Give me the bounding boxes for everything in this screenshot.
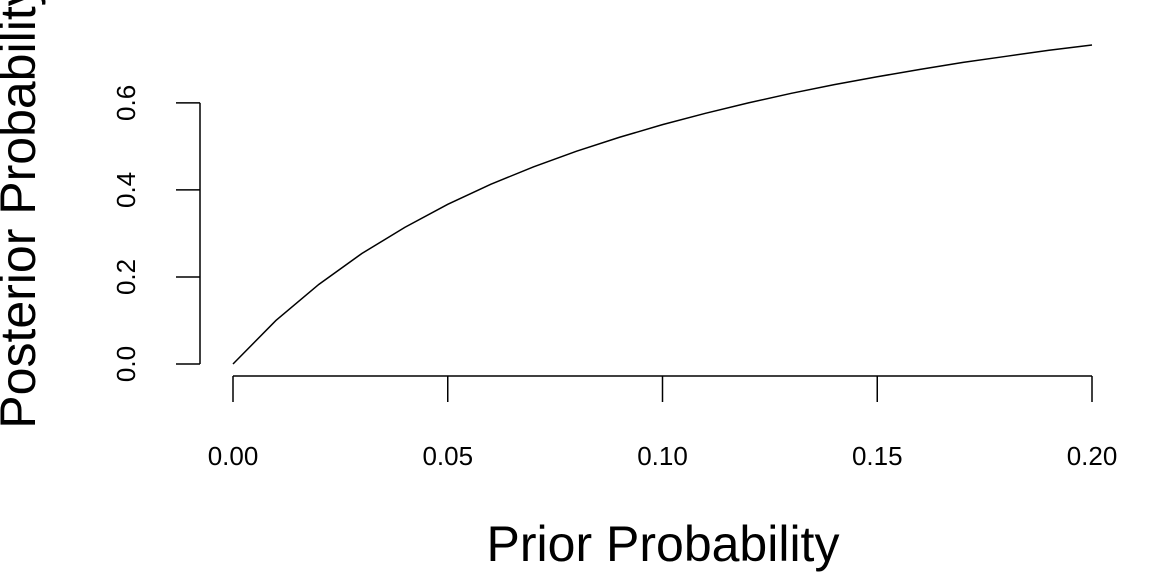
x-axis-title: Prior Probability (487, 516, 840, 572)
x-tick-label: 0.05 (422, 441, 473, 471)
x-tick-label: 0.00 (208, 441, 259, 471)
y-tick-label: 0.4 (111, 172, 141, 208)
y-tick-label: 0.0 (111, 346, 141, 382)
y-tick-label: 0.2 (111, 259, 141, 295)
y-tick-label: 0.6 (111, 85, 141, 121)
x-tick-label: 0.15 (852, 441, 903, 471)
x-tick-label: 0.20 (1067, 441, 1118, 471)
x-tick-label: 0.10 (637, 441, 688, 471)
y-axis-title: Posterior Probability (0, 0, 46, 429)
data-line (232, 44, 1093, 365)
